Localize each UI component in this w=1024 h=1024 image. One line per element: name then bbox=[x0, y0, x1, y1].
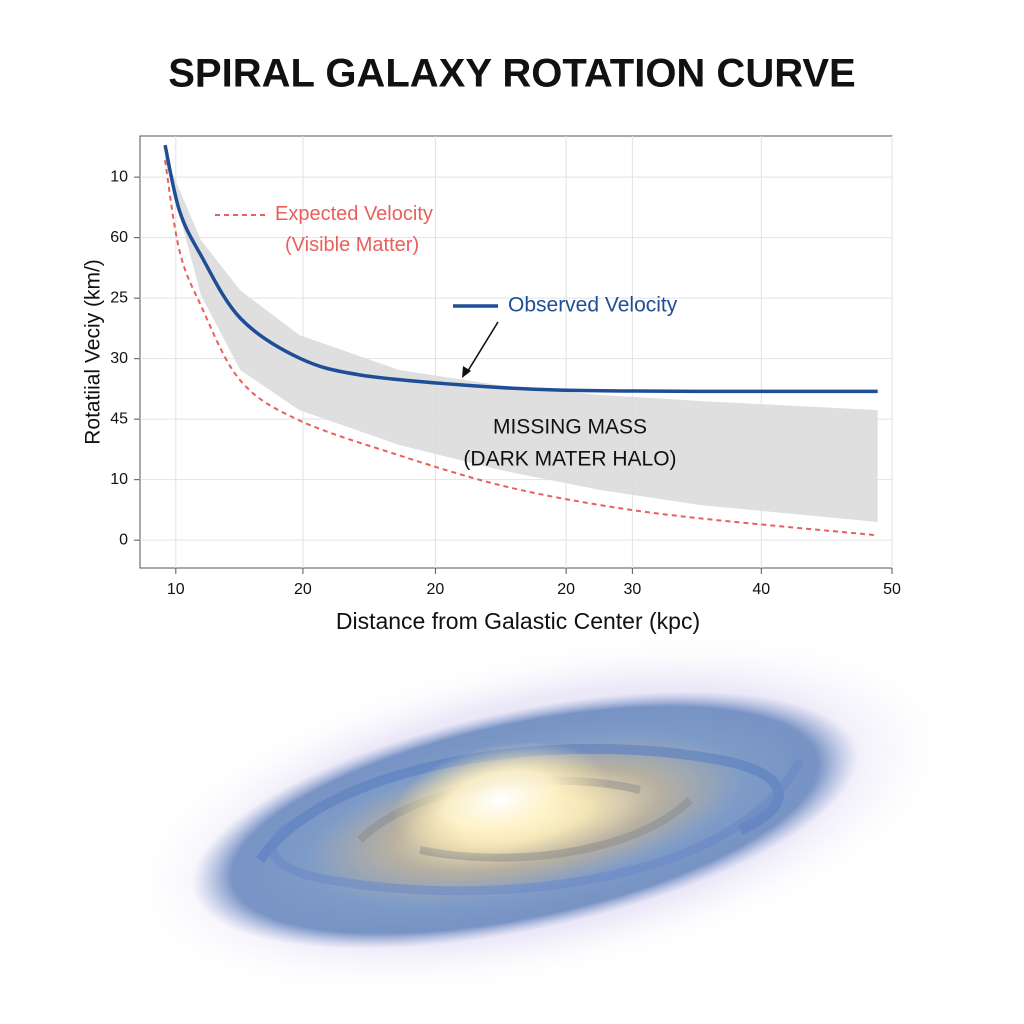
missing-mass-band bbox=[165, 155, 878, 523]
x-tick-label: 40 bbox=[752, 581, 770, 598]
y-axis-label: Rotatiial Veciy (km/) bbox=[82, 259, 105, 445]
series-line bbox=[163, 144, 878, 394]
y-tick-label: 25 bbox=[110, 289, 128, 306]
y-tick-label: 60 bbox=[110, 229, 128, 246]
annotation: (DARK MATER HALO) bbox=[463, 448, 676, 471]
galaxy-illustration bbox=[117, 630, 963, 1000]
legend-arrow bbox=[465, 321, 499, 375]
y-tick-label: 10 bbox=[110, 471, 128, 488]
y-tick-label: 10 bbox=[110, 168, 128, 185]
x-tick-label: 20 bbox=[557, 581, 575, 598]
legend-label: Expected Velocity (Visible Matter) bbox=[275, 203, 433, 256]
x-tick-label: 30 bbox=[623, 581, 641, 598]
plot bbox=[134, 136, 893, 574]
series-line bbox=[164, 160, 878, 537]
annotation: MISSING MASS bbox=[493, 416, 647, 439]
chart-title: SPIRAL GALAXY ROTATION CURVE bbox=[168, 52, 855, 96]
legend-arrow-head bbox=[462, 366, 471, 378]
y-tick-label: 30 bbox=[110, 350, 128, 367]
legend-label: Observed Velocity bbox=[508, 294, 678, 317]
y-tick-label: 45 bbox=[110, 410, 128, 427]
x-tick-label: 20 bbox=[427, 581, 445, 598]
x-tick-label: 10 bbox=[167, 581, 185, 598]
y-tick-label: 0 bbox=[119, 531, 128, 548]
x-tick-label: 50 bbox=[883, 581, 901, 598]
x-tick-label: 20 bbox=[294, 581, 312, 598]
x-axis-label: Distance from Galastic Center (kpc) bbox=[336, 608, 700, 634]
